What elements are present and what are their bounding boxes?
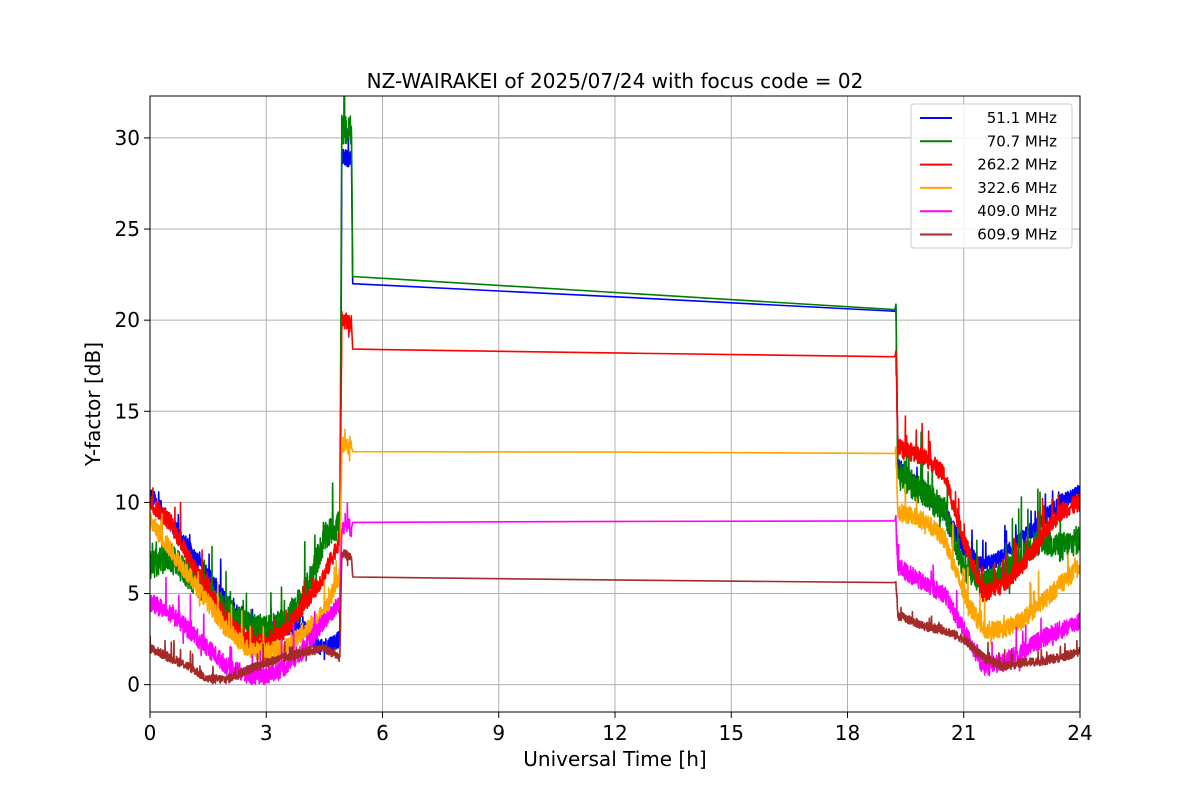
series-line-4 (150, 502, 1080, 686)
x-tick-label: 6 (376, 721, 389, 745)
legend-label: 609.9 MHz (977, 226, 1057, 244)
y-tick-label: 20 (115, 308, 140, 332)
series-line-5 (150, 549, 1080, 685)
x-tick-label: 24 (1067, 721, 1092, 745)
y-axis-label: Y-factor [dB] (81, 342, 105, 467)
legend-label: 70.7 MHz (987, 132, 1057, 150)
y-tick-label: 15 (115, 399, 140, 423)
legend-label: 262.2 MHz (977, 156, 1057, 174)
x-axis-label: Universal Time [h] (523, 747, 706, 771)
legend-label: 51.1 MHz (987, 109, 1057, 127)
legend-label: 322.6 MHz (977, 179, 1057, 197)
x-axis: 0 3 6 9 12 15 18 21 24 (144, 712, 1093, 745)
y-tick-label: 5 (127, 582, 140, 606)
chart-title: NZ-WAIRAKEI of 2025/07/24 with focus cod… (367, 69, 864, 93)
x-tick-label: 18 (835, 721, 860, 745)
y-tick-label: 25 (115, 217, 140, 241)
x-tick-label: 0 (144, 721, 157, 745)
series-layer (150, 96, 1080, 686)
series-line-3 (150, 428, 1080, 662)
y-tick-label: 10 (115, 490, 140, 514)
y-tick-label: 30 (115, 126, 140, 150)
legend-label: 409.0 MHz (977, 202, 1057, 220)
x-tick-label: 3 (260, 721, 273, 745)
legend: 51.1 MHz 70.7 MHz 262.2 MHz 322.6 MHz 409.0 … (910, 103, 1073, 249)
x-tick-label: 15 (719, 721, 744, 745)
x-tick-label: 12 (602, 721, 627, 745)
y-axis: 0 5 10 15 20 25 30 (115, 126, 150, 697)
x-tick-label: 21 (951, 721, 976, 745)
y-tick-label: 0 (127, 673, 140, 697)
x-tick-label: 9 (492, 721, 505, 745)
